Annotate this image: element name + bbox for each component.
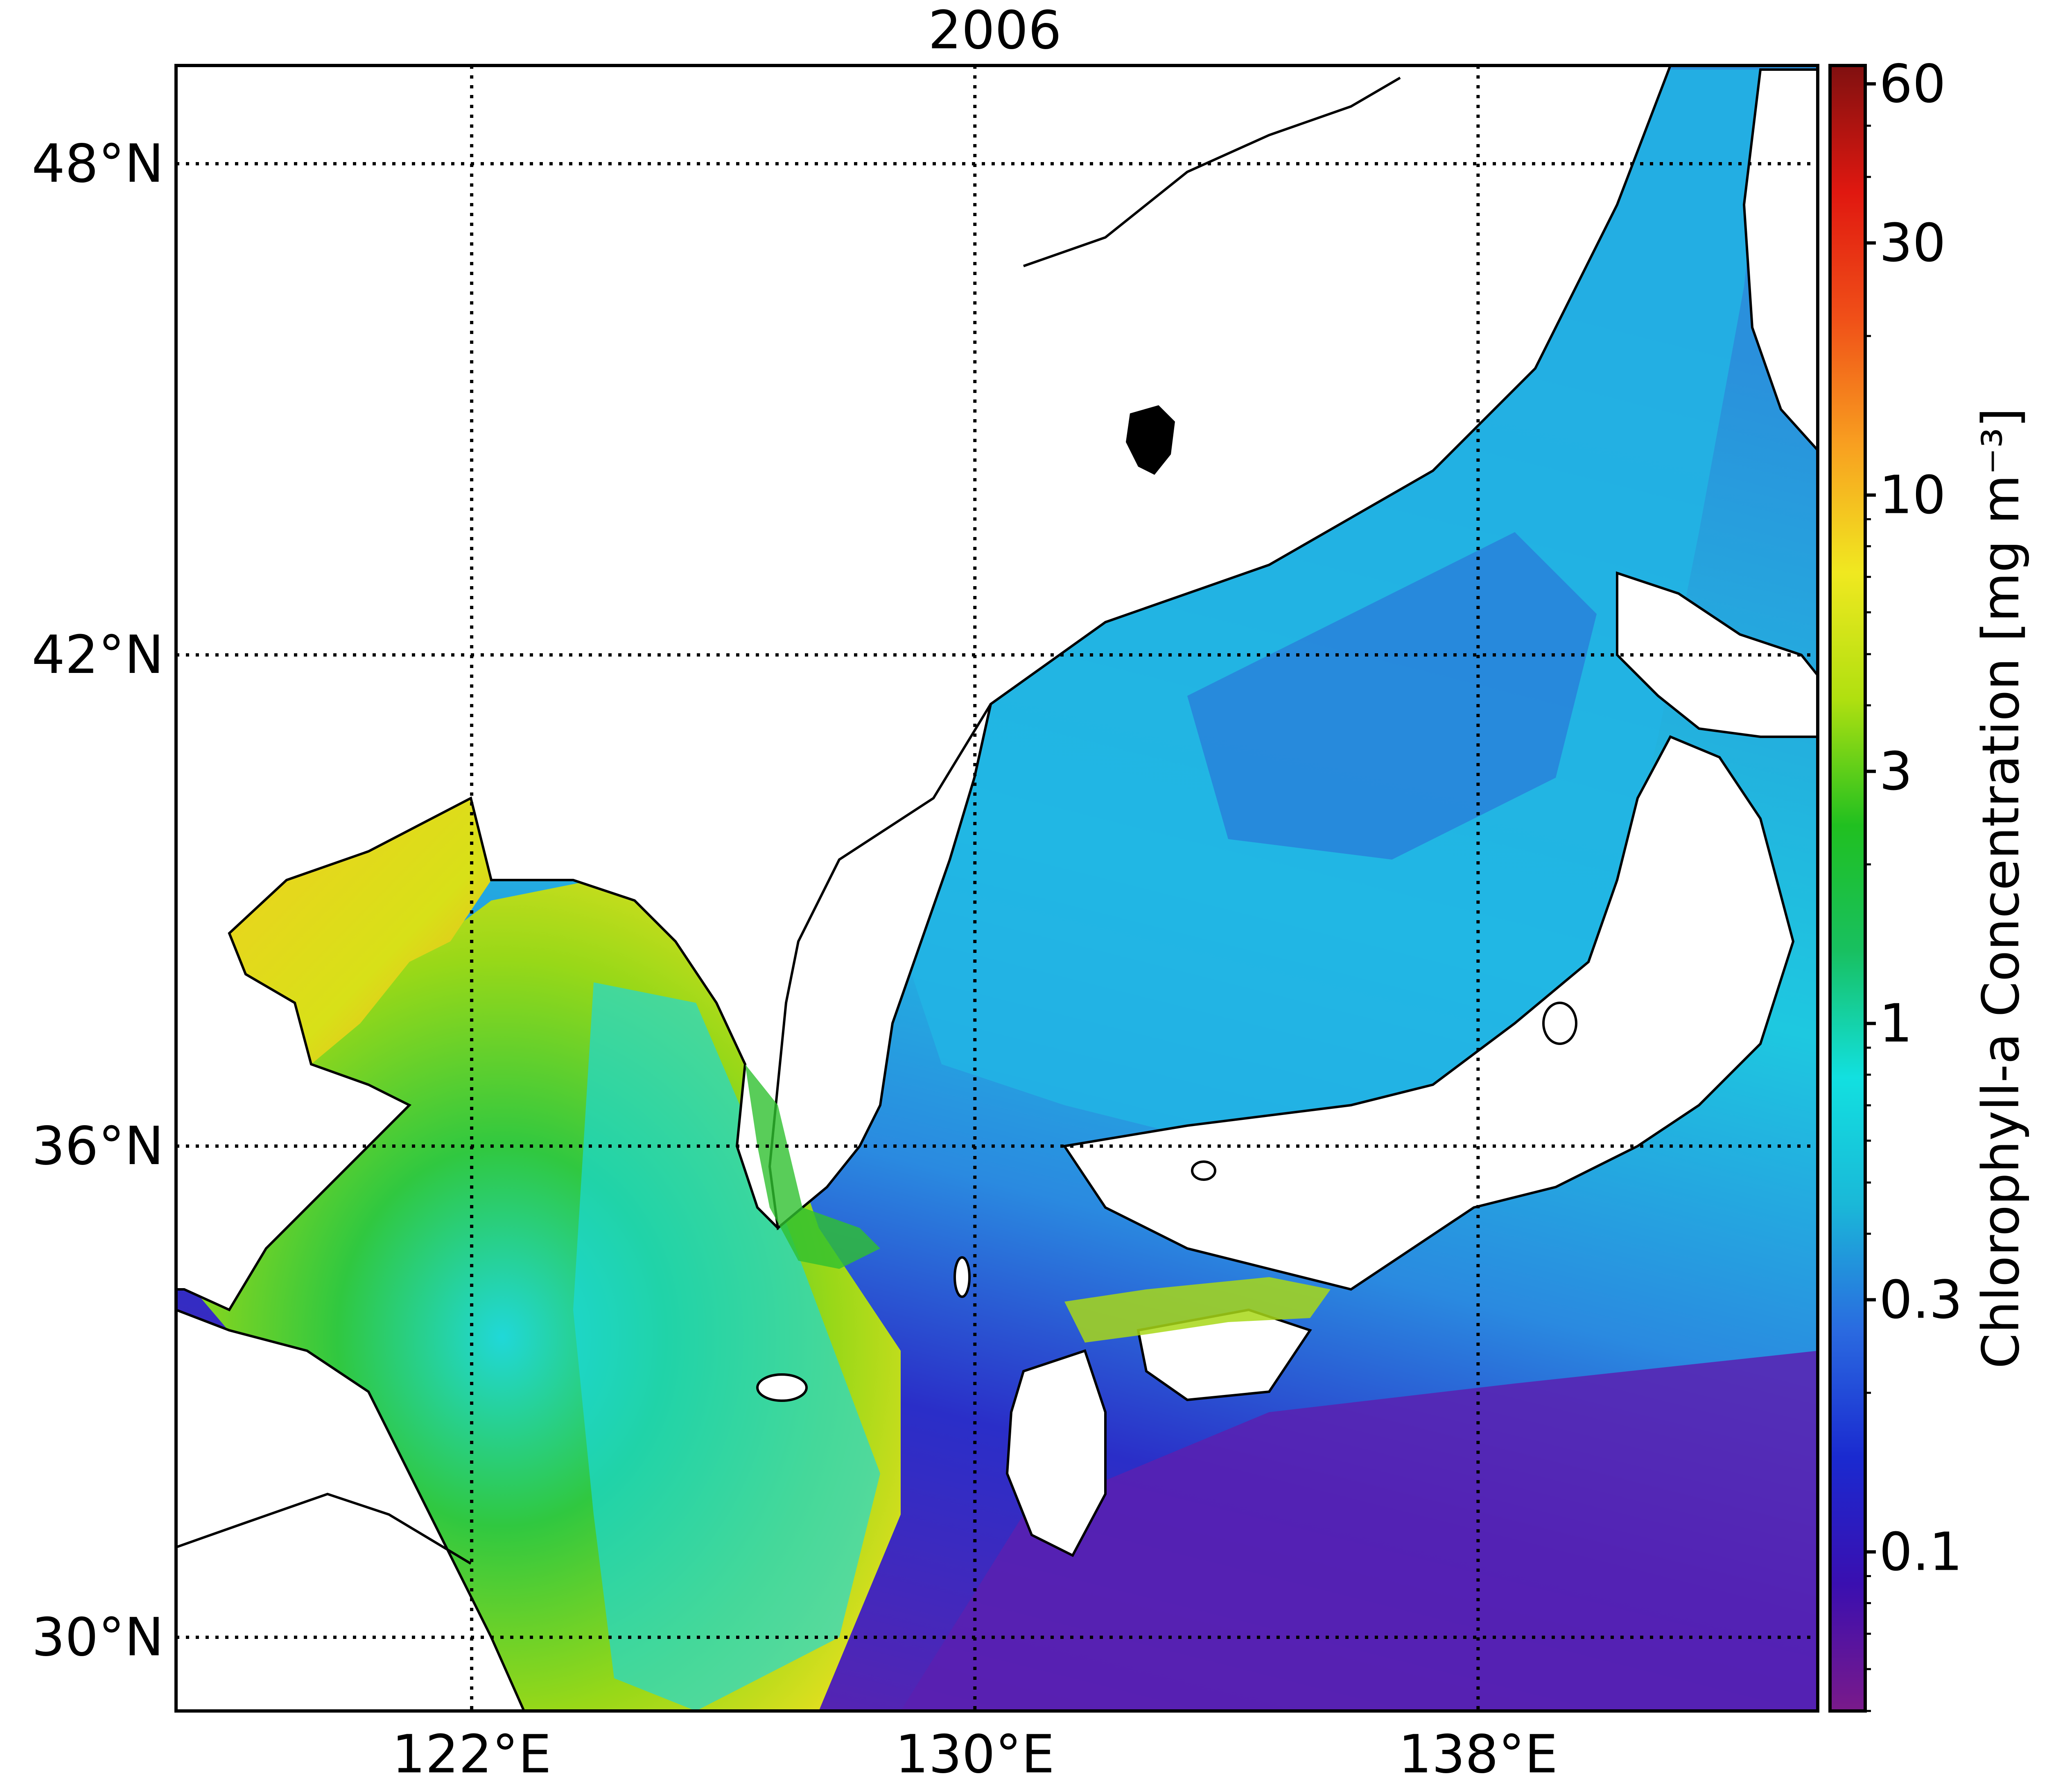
map-frame	[174, 64, 1819, 1713]
colorbar-tick-label-3: 3	[1879, 741, 1912, 802]
lon-label-130: 130°E	[895, 1724, 1055, 1785]
land-asia-mainland	[176, 65, 1672, 1311]
land-china-east-coast	[176, 1308, 526, 1711]
land-oki-island	[1191, 1160, 1216, 1181]
map-area	[176, 65, 1818, 1711]
lon-label-122: 122°E	[392, 1724, 551, 1785]
land-sado-island	[1542, 1002, 1577, 1045]
bohai-sea-water	[229, 798, 491, 1064]
colorbar-tick-label-0.3: 0.3	[1879, 1269, 1963, 1330]
coastal-bloom-korea-west	[745, 1064, 880, 1269]
lon-label-138: 138°E	[1399, 1724, 1558, 1785]
land-kyushu	[1005, 1349, 1107, 1557]
japan-sea-center	[1187, 532, 1597, 860]
colorbar-label: Chlorophyll-a Concentration [mg m⁻³]	[1972, 408, 2031, 1369]
river-amur	[1023, 77, 1401, 267]
lat-label-30: 30°N	[32, 1607, 164, 1668]
colorbar-tick-label-30: 30	[1879, 212, 1946, 273]
east-china-sea-cyan	[573, 982, 880, 1711]
land-honshu	[1062, 735, 1795, 1291]
coastal-bloom-seto	[1064, 1277, 1331, 1343]
colorbar-ticks: 60 30 10 3 1 0.3 0.1	[1864, 54, 1963, 1712]
longitude-labels: 122°E 130°E 138°E	[392, 1724, 1558, 1785]
lat-label-36: 36°N	[32, 1116, 164, 1177]
land-hokkaido	[1616, 571, 1818, 738]
south-pacific-purple	[901, 1351, 1818, 1711]
map-title: 2006	[928, 0, 1062, 61]
river-yangtze	[176, 1492, 472, 1565]
colorbar-tick-label-0.1: 0.1	[1879, 1521, 1963, 1582]
japan-sea-water	[901, 70, 1769, 1146]
lat-label-42: 42°N	[32, 625, 164, 686]
colorbar	[1828, 64, 1867, 1713]
colorbar-tick-label-1: 1	[1879, 993, 1912, 1054]
lake-khanka	[1126, 405, 1175, 475]
colorbar-tick-label-10: 10	[1879, 465, 1946, 526]
graticule	[176, 65, 1818, 1711]
colorbar-tick-label-60: 60	[1879, 54, 1946, 115]
land-korea	[768, 703, 992, 1230]
land-jeju-island	[756, 1373, 808, 1402]
latitude-labels: 48°N 42°N 36°N 30°N	[32, 133, 164, 1668]
lat-label-48: 48°N	[32, 133, 164, 194]
land-tsushima-island	[953, 1256, 971, 1298]
